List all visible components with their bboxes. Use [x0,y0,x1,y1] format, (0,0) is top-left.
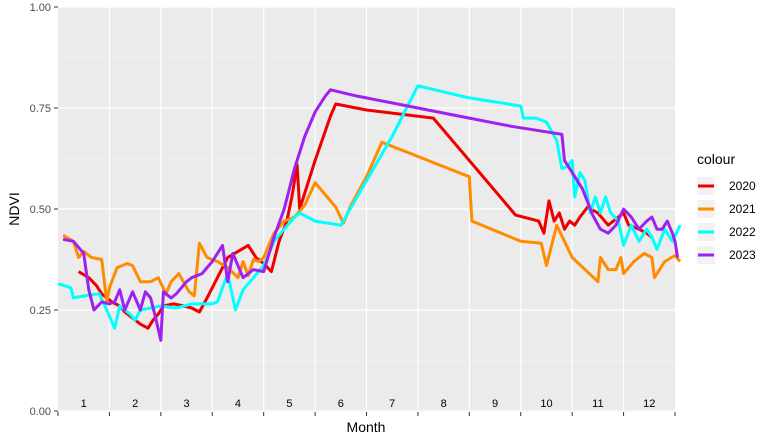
month-label: 7 [389,398,395,410]
month-label: 3 [183,398,189,410]
month-label: 12 [643,398,655,410]
y-tick-label: 0.50 [30,204,51,216]
series-line-2023 [62,88,680,342]
y-tick-label: 0.75 [30,103,51,115]
month-label: 11 [592,398,603,410]
legend-label-2022: 2022 [729,225,756,239]
series-lines [57,84,682,342]
y-axis-ticks: 0.00 0.25 0.50 0.75 1.00 [30,2,58,418]
series-line-2022 [57,84,682,330]
month-label: 2 [132,398,138,410]
month-labels: 1 2 3 4 5 6 7 8 9 10 11 12 [81,398,656,410]
legend: colour 2020 2021 2022 2023 [697,151,756,264]
month-label: 4 [235,398,241,410]
month-label: 8 [441,398,447,410]
month-label: 9 [492,398,498,410]
y-axis-title: NDVI [6,192,22,225]
month-label: 1 [81,398,87,410]
month-label: 10 [540,398,552,410]
y-tick-label: 0.25 [30,305,51,317]
y-tick-label: 1.00 [30,2,51,14]
legend-label-2023: 2023 [729,248,756,262]
series-line-2021 [62,140,682,304]
series-line-2020 [77,102,653,330]
legend-label-2020: 2020 [729,179,756,193]
month-label: 6 [338,398,344,410]
y-tick-label: 0.00 [30,406,51,418]
legend-title: colour [697,151,735,167]
x-axis-ticks [57,412,676,416]
month-label: 5 [286,398,292,410]
month-dividers [108,7,625,412]
x-axis-title: Month [347,419,386,435]
legend-label-2021: 2021 [729,202,756,216]
